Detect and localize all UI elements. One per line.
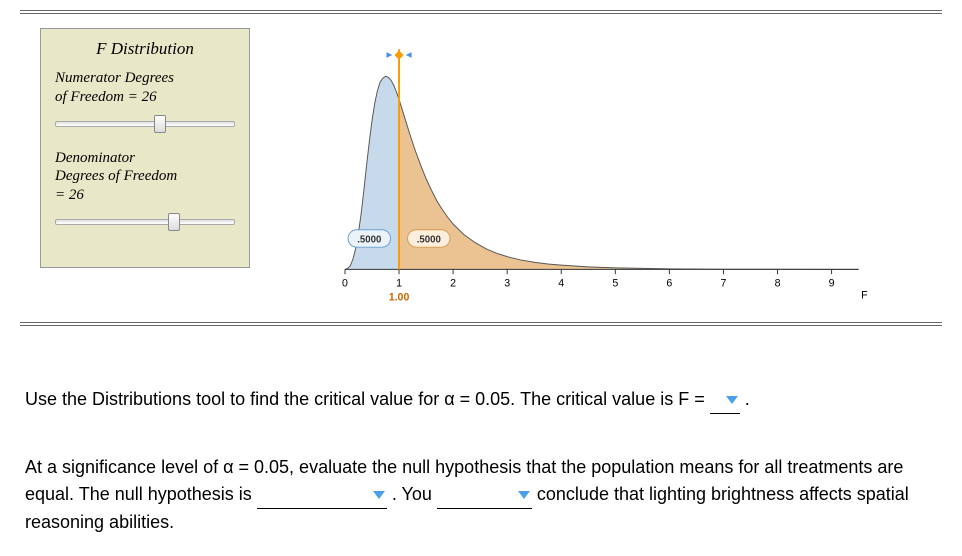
right-area <box>399 99 859 269</box>
handle-arrow-right-icon <box>406 52 412 58</box>
denominator-df-slider[interactable] <box>55 213 235 231</box>
chevron-down-icon <box>518 491 530 499</box>
critical-value-dropdown[interactable] <box>710 386 740 414</box>
conclusion-dropdown[interactable] <box>437 481 532 509</box>
slider-thumb[interactable] <box>154 115 166 133</box>
sidebar-title: F Distribution <box>55 39 235 59</box>
f-distribution-chart: 0 1 2 3 4 5 6 7 8 9 F 1.00 .5000 .5000 <box>250 28 942 308</box>
distribution-tool: F Distribution Numerator Degrees of Free… <box>20 24 942 312</box>
x-tick-label: 6 <box>666 278 672 290</box>
x-tick-label: 2 <box>450 278 456 290</box>
question-paragraph-1: Use the Distributions tool to find the c… <box>25 386 937 414</box>
chart-svg: 0 1 2 3 4 5 6 7 8 9 F 1.00 .5000 .5000 <box>250 28 942 308</box>
x-tick-label: 5 <box>612 278 618 290</box>
chevron-down-icon <box>726 396 738 404</box>
tool-sidebar: F Distribution Numerator Degrees of Free… <box>40 28 250 268</box>
left-badge-label: .5000 <box>357 234 381 245</box>
denominator-df-label: Denominator Degrees of Freedom = 26 <box>55 149 235 205</box>
x-tick-label: 3 <box>504 278 510 290</box>
critical-handle[interactable] <box>395 51 403 59</box>
question-paragraph-2: At a significance level of α = 0.05, eva… <box>25 454 937 536</box>
bottom-rule <box>20 322 942 326</box>
slider-track <box>55 121 235 127</box>
handle-arrow-left-icon <box>386 52 392 58</box>
x-tick-label: 7 <box>720 278 726 290</box>
question-region: Use the Distributions tool to find the c… <box>20 386 942 536</box>
slider-track <box>55 219 235 225</box>
x-tick-label: 0 <box>342 278 348 290</box>
critical-value-label: 1.00 <box>389 291 410 303</box>
x-tick-label: 8 <box>775 278 781 290</box>
slider-thumb[interactable] <box>168 213 180 231</box>
numerator-df-slider[interactable] <box>55 115 235 133</box>
chevron-down-icon <box>373 491 385 499</box>
x-tick-label: 9 <box>829 278 835 290</box>
x-tick-label: 1 <box>396 278 402 290</box>
right-badge-label: .5000 <box>417 234 441 245</box>
numerator-df-label: Numerator Degrees of Freedom = 26 <box>55 69 235 107</box>
x-axis-label: F <box>861 289 868 301</box>
x-tick-label: 4 <box>558 278 564 290</box>
top-rule <box>20 10 942 14</box>
null-hypothesis-dropdown[interactable] <box>257 481 387 509</box>
